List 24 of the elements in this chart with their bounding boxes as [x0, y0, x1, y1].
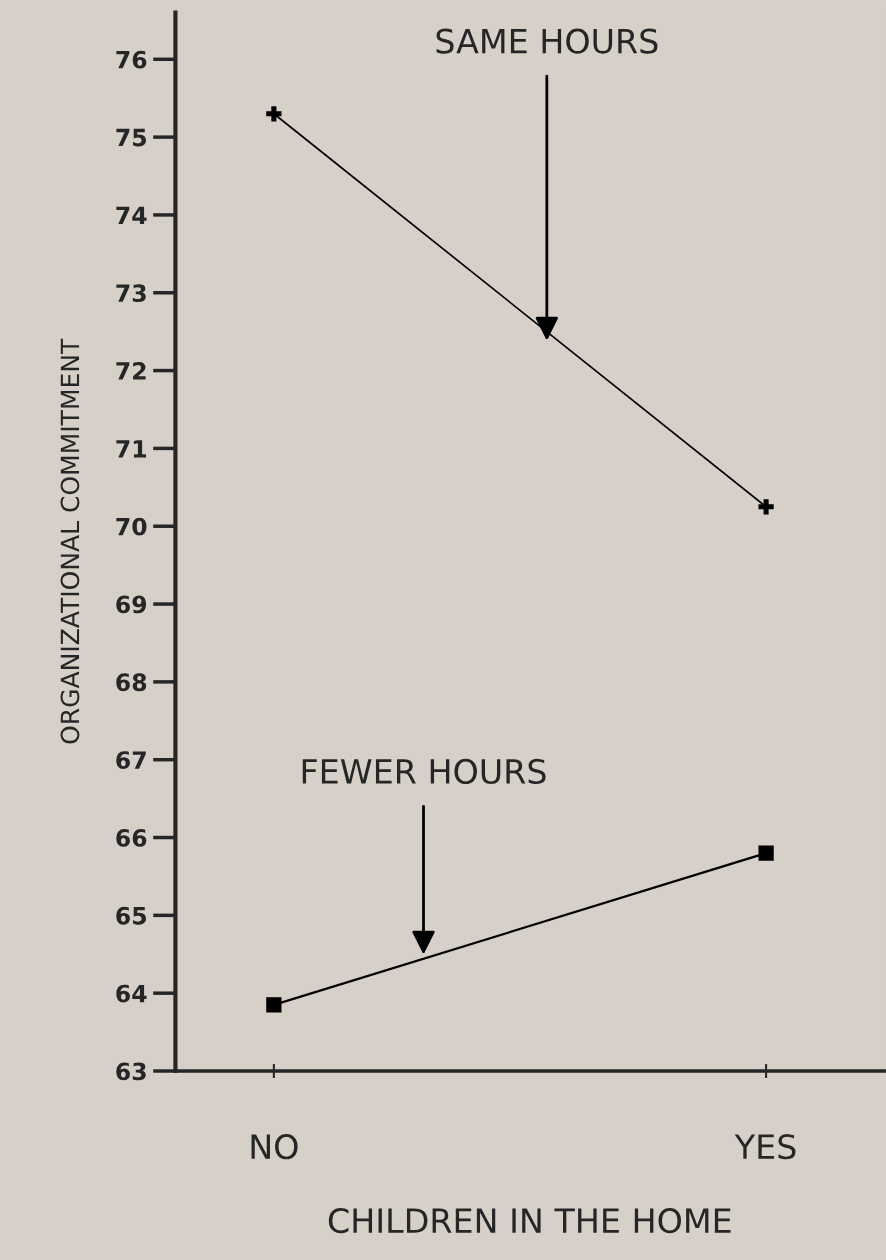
x-tick-label: YES [734, 1134, 796, 1160]
x-tick-label: NO [251, 1134, 298, 1160]
point [266, 106, 282, 122]
y-tick-label: 68 [116, 673, 147, 692]
y-tick-label: 67 [116, 751, 146, 770]
text: FEWER HOURS [302, 758, 546, 785]
y-tick-label: 74 [116, 206, 147, 224]
y-tick-label: 64 [116, 984, 147, 1003]
y-tick-label: 76 [116, 50, 147, 69]
y-tick-label: 71 [116, 440, 147, 458]
y-tick-label: 65 [116, 906, 146, 925]
point [758, 845, 774, 861]
point [266, 997, 282, 1013]
y-tick-label: 73 [116, 284, 146, 303]
y-tick-label: 72 [116, 362, 146, 380]
y-tick-label: 69 [116, 595, 147, 614]
y-tick-label: 66 [116, 829, 147, 847]
y-tick-label: 63 [116, 1062, 146, 1081]
y-tick-label: 75 [116, 128, 146, 147]
point [758, 499, 774, 515]
x-axis-title: CHILDREN IN THE HOME [328, 1208, 731, 1234]
text: SAME HOURS [436, 28, 658, 54]
y-tick-label: 70 [116, 517, 147, 536]
y-axis-title: ORGANIZATIONAL COMMITMENT [60, 338, 80, 744]
